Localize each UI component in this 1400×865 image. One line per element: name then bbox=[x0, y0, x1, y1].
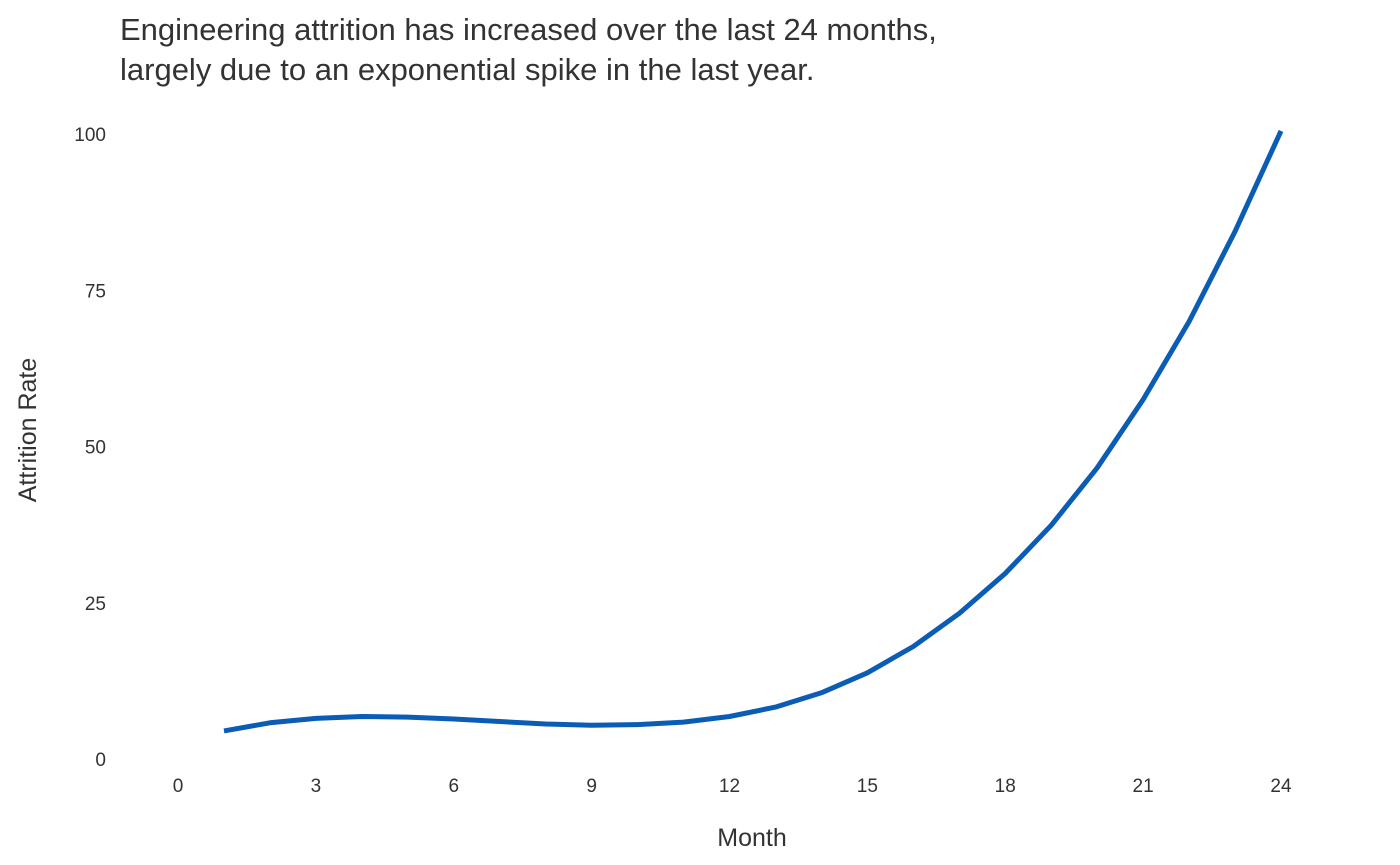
x-tick-label: 18 bbox=[995, 776, 1016, 797]
x-tick-label: 3 bbox=[311, 776, 322, 797]
x-tick-label: 0 bbox=[173, 776, 184, 797]
y-axis-label: Attrition Rate bbox=[14, 358, 42, 503]
x-tick-label: 9 bbox=[586, 776, 597, 797]
y-tick-label: 25 bbox=[85, 594, 106, 615]
x-tick-label: 21 bbox=[1133, 776, 1154, 797]
x-tick-label: 15 bbox=[857, 776, 878, 797]
x-tick-label: 24 bbox=[1270, 776, 1292, 797]
x-axis-label: Month bbox=[717, 824, 786, 852]
x-tick-label: 12 bbox=[719, 776, 740, 797]
y-tick-label: 0 bbox=[95, 750, 106, 771]
series-line bbox=[223, 129, 1284, 734]
x-axis-ticks: 0 3 6 9 12 15 18 21 24 bbox=[173, 776, 1292, 797]
chart-title-line-2: largely due to an exponential spike in t… bbox=[120, 52, 815, 87]
chart-title-line-1: Engineering attrition has increased over… bbox=[120, 12, 937, 47]
x-tick-label: 6 bbox=[448, 776, 459, 797]
y-tick-label: 75 bbox=[85, 281, 106, 302]
y-axis-ticks: 0 25 50 75 100 bbox=[74, 125, 106, 771]
y-tick-label: 50 bbox=[85, 438, 106, 459]
y-tick-label: 100 bbox=[74, 125, 106, 146]
